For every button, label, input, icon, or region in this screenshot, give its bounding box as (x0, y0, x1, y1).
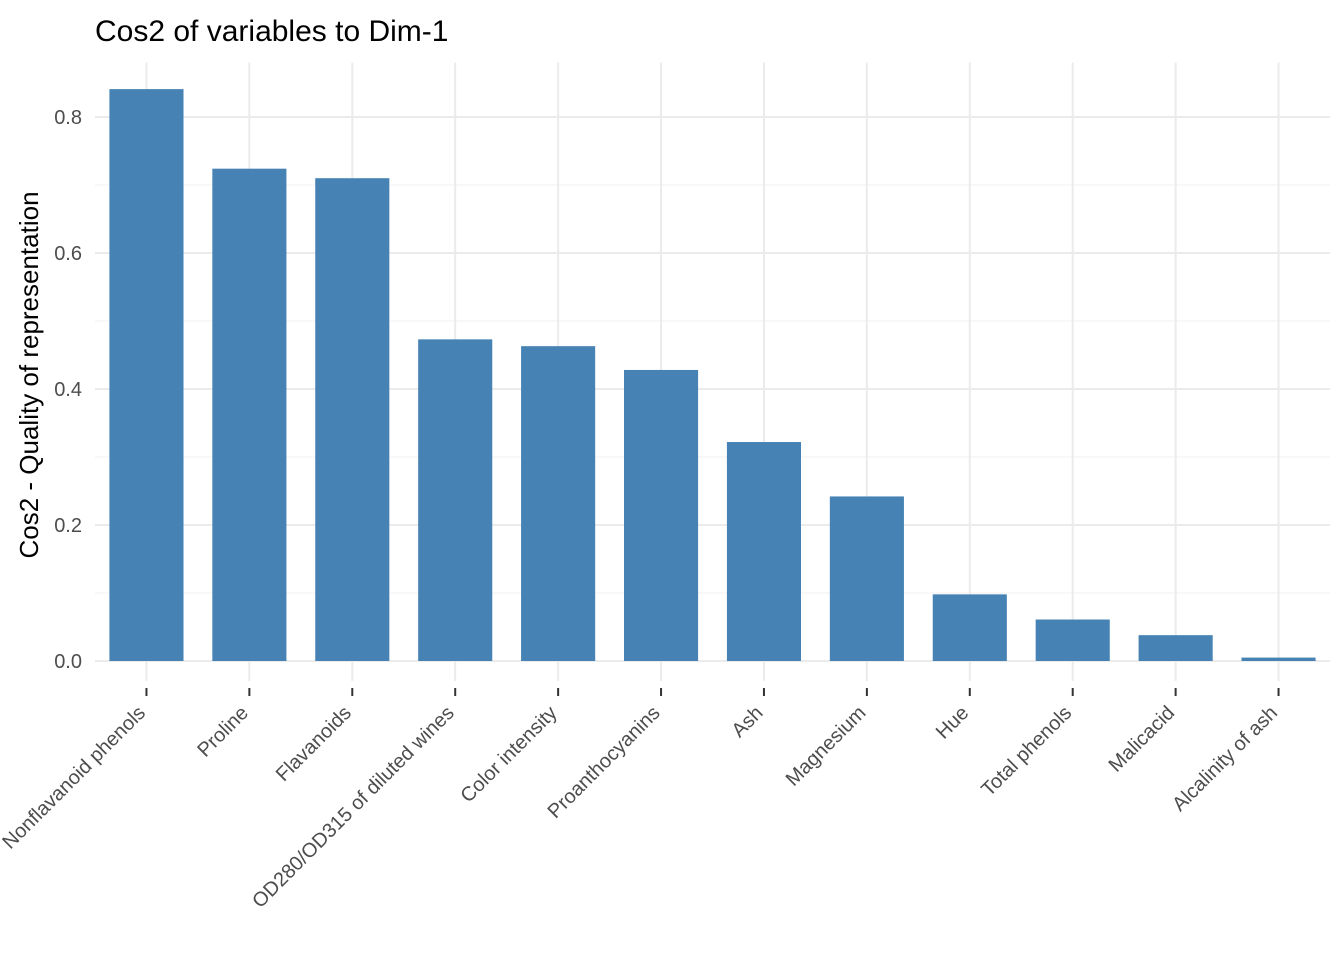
bar (418, 339, 493, 661)
x-tick-label: Proline (193, 702, 253, 762)
y-tick-label: 0.8 (54, 107, 82, 129)
bar (623, 369, 699, 661)
bar (212, 168, 287, 661)
x-tick-label: Malicacid (1105, 702, 1180, 777)
bar (726, 442, 802, 661)
bars (109, 89, 1316, 662)
y-tick-label: 0.4 (54, 379, 82, 401)
y-tick-label: 0.0 (54, 651, 82, 673)
x-tick-label: Color intensity (457, 702, 562, 807)
bar (1241, 657, 1316, 661)
x-tick-label: OD280/OD315 of diluted wines (248, 702, 459, 913)
x-tick-label: Alcalinity of ash (1168, 702, 1282, 816)
x-tick-label: Flavanoids (272, 702, 356, 786)
x-tick-label: Ash (728, 702, 768, 742)
x-tick-label: Hue (932, 702, 974, 744)
y-axis: 0.0 0.2 0.4 0.6 0.8 (54, 107, 82, 673)
bar (932, 594, 1007, 661)
bar (829, 496, 904, 661)
bar (1138, 635, 1213, 661)
bar (109, 89, 184, 662)
x-tick-label: Proanthocyanins (544, 702, 665, 823)
y-axis-label: Cos2 - Quality of representation (14, 191, 44, 558)
x-tick-label: Nonflavanoid phenols (0, 702, 150, 854)
x-axis: Nonflavanoid phenols Proline FlavanoidsOD2… (0, 688, 1282, 912)
x-tick-label: Total phenols (977, 702, 1076, 801)
bar (1035, 619, 1110, 661)
y-tick-label: 0.6 (54, 243, 82, 265)
chart-title: Cos2 of variables to Dim-1 (95, 15, 448, 48)
x-tick-label: Magnesium (782, 702, 871, 791)
y-tick-label: 0.2 (54, 515, 82, 537)
bar (315, 178, 390, 661)
bar (521, 346, 596, 661)
